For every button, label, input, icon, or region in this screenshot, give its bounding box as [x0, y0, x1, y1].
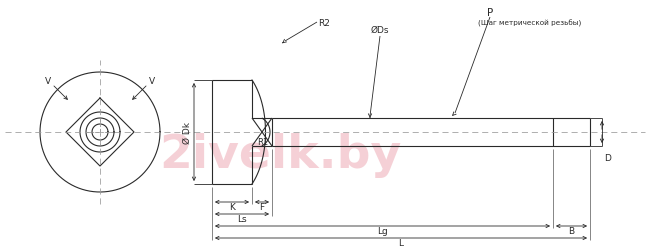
Text: 2ivelk.by: 2ivelk.by	[159, 133, 401, 178]
Text: B: B	[569, 226, 574, 235]
Text: R2: R2	[318, 18, 330, 28]
Text: P: P	[487, 8, 493, 18]
Text: L: L	[398, 238, 403, 248]
Text: Ø Dk: Ø Dk	[183, 122, 192, 144]
Text: V: V	[45, 76, 51, 85]
Text: (Шаг метрической резьбы): (Шаг метрической резьбы)	[478, 19, 582, 26]
Text: R1: R1	[257, 138, 268, 146]
Text: F: F	[259, 203, 265, 212]
Text: Lg: Lg	[377, 226, 388, 235]
Text: Ls: Ls	[237, 215, 247, 224]
Text: D: D	[604, 154, 611, 162]
Text: K: K	[229, 203, 235, 212]
Text: V: V	[149, 76, 155, 85]
Text: ØDs: ØDs	[371, 26, 389, 35]
